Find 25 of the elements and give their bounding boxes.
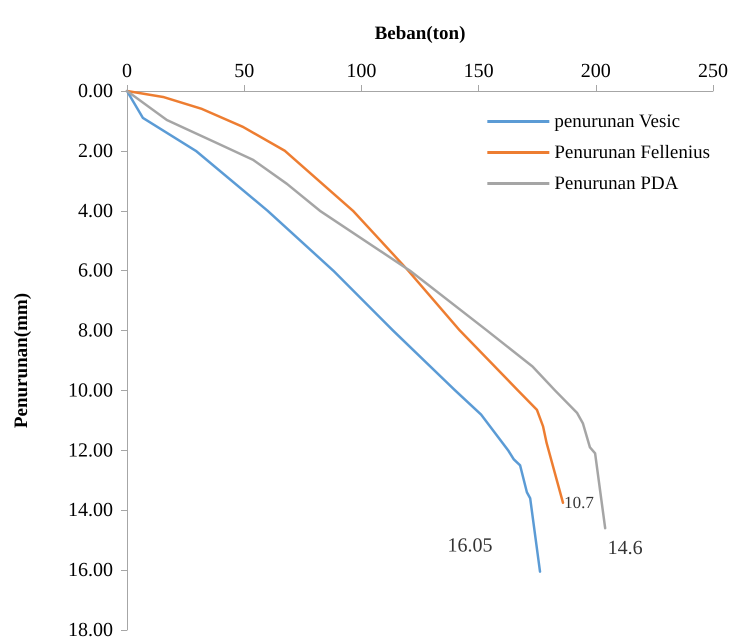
x-tick-label: 250 [698,60,728,82]
legend-label: Penurunan Fellenius [554,142,710,163]
y-tick-label: 10.00 [68,379,113,402]
y-tick-label: 14.00 [68,499,113,522]
y-tick-label: 0.00 [78,80,113,102]
y-tick-label: 2.00 [78,140,113,162]
legend-label: Penurunan PDA [554,173,679,194]
annotation: 10.7 [564,493,594,512]
y-tick-label: 4.00 [78,200,113,222]
x-tick-label: 100 [346,60,376,82]
y-tick-label: 16.00 [68,559,113,582]
y-tick-label: 8.00 [78,320,113,342]
annotation: 14.6 [608,537,643,560]
x-tick-label: 200 [580,60,611,82]
y-tick-label: 12.00 [68,439,113,462]
x-tick-label: 150 [464,60,494,82]
y-axis-title: Penurunan(mm) [11,292,32,428]
x-axis-title: Beban(ton) [374,23,466,44]
x-tick-label: 0 [122,60,132,82]
legend-label: penurunan Vesic [554,111,680,132]
annotation: 16.05 [448,534,493,557]
y-tick-label: 6.00 [78,260,113,282]
y-tick-label: 18.00 [68,619,113,641]
line-series [126,90,542,573]
x-tick-label: 50 [234,60,254,82]
